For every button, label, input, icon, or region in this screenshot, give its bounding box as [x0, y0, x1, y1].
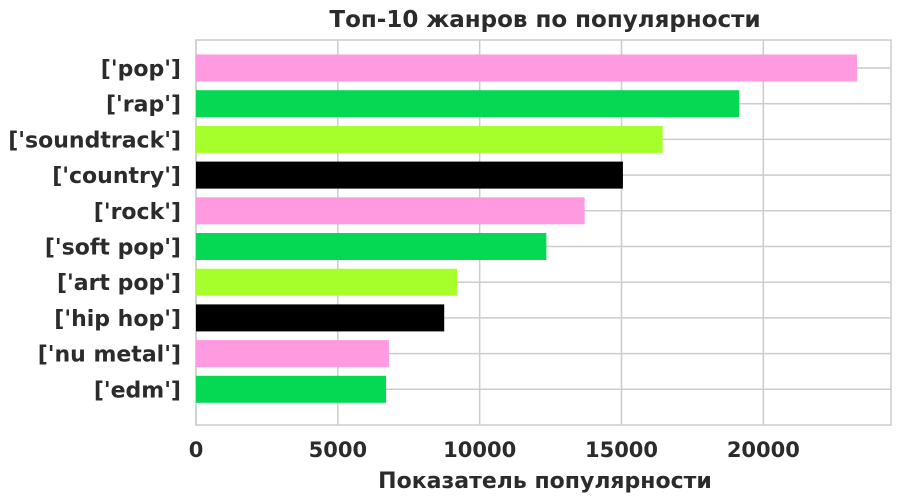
- category-label: ['hip hop']: [54, 307, 181, 332]
- x-tick-label: 10000: [443, 438, 516, 462]
- x-tick-label: 20000: [727, 438, 800, 462]
- category-label: ['pop']: [101, 57, 181, 82]
- category-labels: ['pop'] ['rap'] ['soundtrack'] ['country'] […: [8, 57, 181, 403]
- bar: [196, 54, 857, 82]
- category-label: ['soft pop']: [45, 236, 181, 261]
- x-axis-label: Показатель популярности: [378, 469, 712, 494]
- bar: [196, 233, 547, 260]
- bar: [196, 375, 387, 403]
- x-tick-labels: 0 5000 10000 15000 20000: [189, 438, 800, 462]
- bar: [196, 304, 445, 332]
- category-label: ['country']: [52, 164, 181, 189]
- bar: [196, 197, 585, 225]
- bar: [196, 161, 623, 189]
- category-label: ['rock']: [94, 200, 181, 225]
- chart-title: Топ-10 жанров по популярности: [329, 7, 760, 33]
- bar: [196, 340, 389, 368]
- bars: [196, 54, 857, 403]
- x-tick-label: 15000: [585, 438, 658, 462]
- category-label: ['nu metal']: [38, 343, 181, 368]
- bar: [196, 125, 663, 153]
- x-tick-label: 0: [189, 438, 204, 462]
- x-tick-label: 5000: [309, 438, 367, 462]
- category-label: ['soundtrack']: [8, 128, 181, 153]
- bar: [196, 90, 740, 118]
- category-label: ['art pop']: [57, 271, 181, 296]
- bar: [196, 268, 457, 296]
- category-label: ['rap']: [106, 93, 181, 118]
- category-label: ['edm']: [94, 378, 181, 403]
